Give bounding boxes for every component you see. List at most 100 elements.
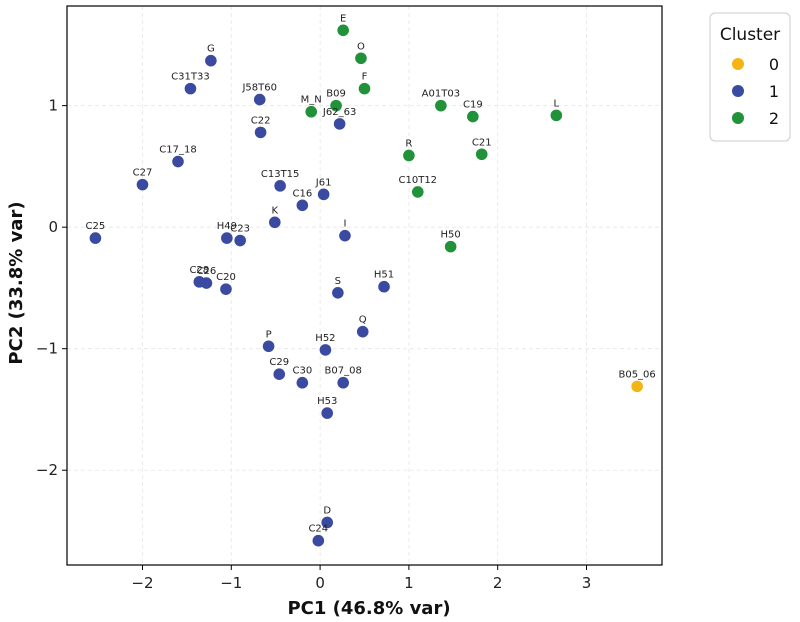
data-point [136, 178, 149, 191]
point-label: C17_18 [159, 145, 196, 156]
data-point [356, 325, 369, 338]
point-label: P [266, 329, 272, 340]
point-label: S [335, 276, 341, 287]
y-axis-title: PC2 (33.8% var) [6, 201, 27, 364]
point-label: H52 [315, 333, 335, 344]
point-label: G [207, 44, 215, 55]
point-label: C29 [269, 357, 289, 368]
data-point [319, 344, 332, 356]
data-point [321, 407, 334, 419]
data-points [89, 24, 643, 547]
point-label: L [554, 98, 560, 109]
point-label: H50 [441, 230, 461, 241]
data-point [200, 277, 213, 289]
data-point [305, 105, 318, 118]
data-point [339, 229, 351, 242]
legend: Cluster 0 1 2 [709, 12, 791, 142]
point-label: I [343, 219, 346, 230]
data-point [355, 52, 367, 65]
data-point [321, 516, 334, 529]
point-label: C16 [292, 188, 312, 199]
point-label: A01T03 [422, 89, 460, 100]
point-label: J62_63 [322, 107, 356, 118]
data-point [269, 216, 281, 229]
point-label: C27 [133, 168, 153, 179]
x-tick-label: 1 [404, 574, 414, 592]
data-point [337, 376, 349, 389]
data-point [403, 149, 415, 162]
x-tick-label: 3 [582, 574, 592, 592]
data-point [332, 286, 344, 299]
x-tick-label: 0 [315, 574, 325, 592]
data-point [444, 240, 457, 253]
point-label: H49 [217, 221, 237, 232]
legend-marker [732, 58, 744, 70]
data-point [475, 148, 488, 161]
point-label: B09 [326, 89, 346, 100]
legend-label: 2 [769, 109, 779, 128]
data-point [253, 93, 266, 106]
point-label: J58T60 [241, 83, 277, 94]
data-point [631, 380, 643, 393]
x-tick-label: 2 [493, 574, 503, 592]
data-point [358, 82, 371, 95]
point-label: R [405, 138, 412, 149]
point-label: C23 [230, 224, 250, 235]
data-point [378, 280, 390, 293]
data-point [337, 24, 349, 37]
point-label: Q [359, 315, 367, 326]
point-label: B07_08 [325, 366, 362, 377]
x-axis: −2 −1 0 1 2 3 [131, 565, 591, 592]
point-label: C26 [197, 266, 217, 277]
data-point [550, 109, 563, 122]
data-point [333, 118, 346, 130]
point-label: C28 [189, 265, 209, 276]
data-point [411, 186, 424, 198]
data-point [234, 234, 246, 247]
point-label: E [340, 13, 346, 24]
data-point [89, 232, 102, 244]
y-tick-label: 1 [48, 97, 58, 115]
y-tick-label: −1 [36, 340, 58, 358]
point-label: B05_06 [618, 369, 655, 380]
point-label: M_N [301, 95, 322, 106]
point-label: C31T33 [171, 72, 210, 83]
y-tick-label: 0 [48, 218, 58, 236]
data-point [435, 99, 447, 112]
x-axis-title: PC1 (46.8% var) [287, 598, 450, 619]
data-point [254, 126, 267, 139]
point-label: C30 [292, 366, 312, 377]
data-point [172, 155, 184, 168]
grid [67, 6, 662, 565]
point-label: K [272, 205, 279, 216]
legend-marker [732, 85, 744, 97]
plot-frame [66, 5, 663, 566]
legend-title: Cluster [720, 25, 780, 45]
x-tick-label: −1 [220, 574, 242, 592]
point-label: C20 [216, 272, 236, 283]
data-point [205, 54, 217, 67]
data-point [312, 534, 325, 547]
point-label: C25 [86, 221, 106, 232]
y-tick-label: −2 [36, 461, 58, 479]
point-label: C10T12 [399, 175, 438, 186]
point-label: D [323, 505, 331, 516]
point-label: O [357, 41, 365, 52]
data-point [317, 188, 330, 201]
point-label: H53 [317, 396, 337, 407]
legend-label: 1 [769, 82, 779, 101]
data-point [184, 82, 197, 95]
data-point [296, 376, 309, 389]
data-point [274, 180, 286, 192]
point-label: H51 [374, 270, 394, 281]
point-label: C22 [251, 115, 271, 126]
data-point [220, 283, 232, 295]
data-point [273, 368, 286, 381]
point-label: J61 [315, 177, 332, 188]
legend-label: 0 [769, 55, 779, 74]
legend-box [709, 12, 791, 142]
point-label: F [362, 72, 368, 83]
data-point [330, 99, 342, 112]
